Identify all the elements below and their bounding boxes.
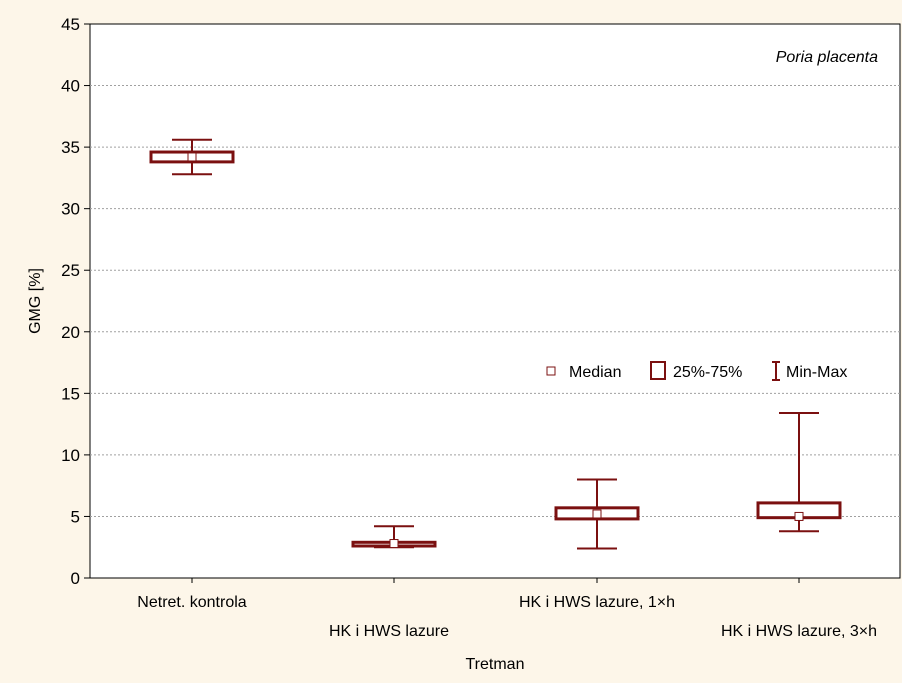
median-marker xyxy=(592,509,602,519)
annotation-text: Poria placenta xyxy=(776,49,878,66)
x-axis-title: Tretman xyxy=(466,656,525,673)
y-tick-label: 0 xyxy=(71,569,80,588)
y-tick-label: 30 xyxy=(61,200,80,219)
x-tick-label: HK i HWS lazure, 3×h xyxy=(721,623,877,640)
y-tick-label: 25 xyxy=(61,261,80,280)
y-tick-label: 10 xyxy=(61,446,80,465)
boxes xyxy=(149,138,842,550)
legend-median-label: Median xyxy=(569,364,621,381)
x-tick-label: Netret. kontrola xyxy=(137,594,246,611)
legend-whisker-label: Min-Max xyxy=(786,364,847,381)
y-tick-label: 35 xyxy=(61,138,80,157)
median-marker xyxy=(187,152,197,162)
legend-whisker-marker xyxy=(772,361,780,381)
box-item xyxy=(756,412,842,533)
y-tick-label: 5 xyxy=(71,507,80,526)
median-marker xyxy=(389,539,399,549)
box-item xyxy=(554,478,640,550)
plot-area xyxy=(89,23,901,579)
x-tick-label: HK i HWS lazure xyxy=(329,623,449,640)
x-axis: Netret. kontrola HK i HWS lazure HK i HWS … xyxy=(137,578,877,640)
median-marker xyxy=(794,511,804,521)
grid xyxy=(90,85,900,517)
y-tick-label: 20 xyxy=(61,323,80,342)
y-tick-label: 15 xyxy=(61,384,80,403)
box-item xyxy=(149,138,235,176)
y-tick-label: 40 xyxy=(61,77,80,96)
y-tick-label: 45 xyxy=(61,15,80,34)
y-axis-title: GMG [%] xyxy=(27,268,44,334)
y-axis: 0 5 10 15 20 25 30 35 40 45 xyxy=(61,15,90,588)
legend-box-label: 25%-75% xyxy=(673,364,742,381)
box-item xyxy=(351,525,437,549)
legend: Median 25%-75% Min-Max xyxy=(546,361,847,381)
x-tick-label: HK i HWS lazure, 1×h xyxy=(519,594,675,611)
legend-box-marker xyxy=(650,361,666,380)
legend-median-marker xyxy=(546,366,556,376)
